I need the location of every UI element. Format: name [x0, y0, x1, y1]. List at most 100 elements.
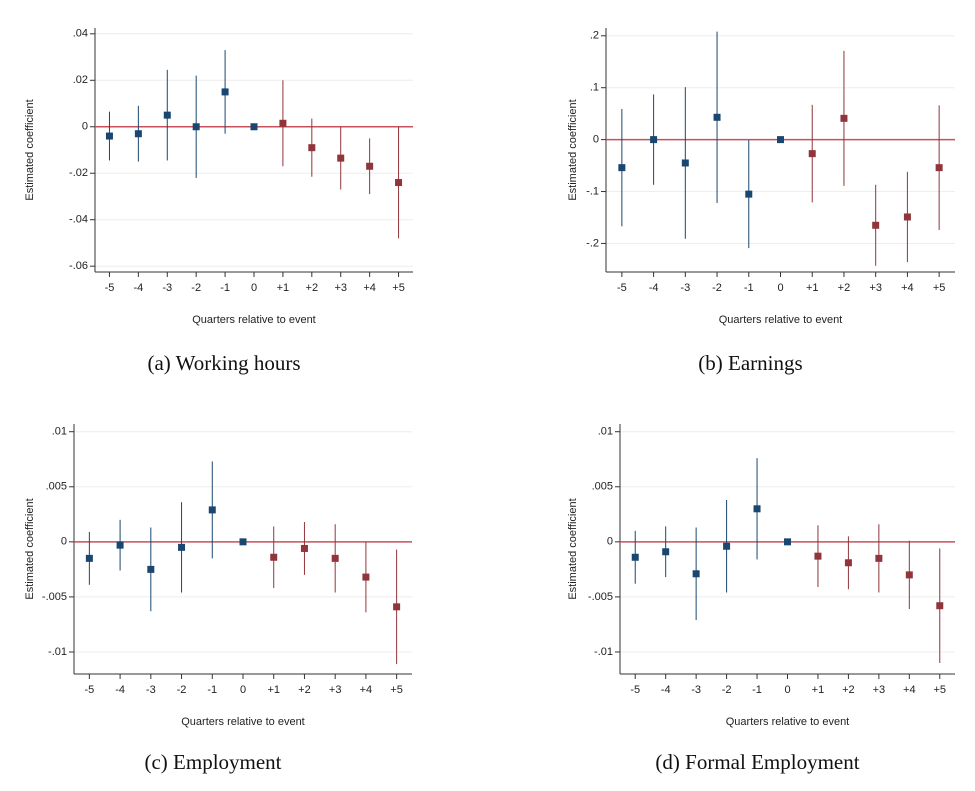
x-tick-label: -2 — [712, 282, 722, 294]
y-tick-label: .01 — [598, 426, 613, 438]
x-tick-label: -3 — [146, 684, 156, 696]
y-tick-label: -.04 — [69, 214, 88, 226]
x-tick-label: -3 — [162, 282, 172, 294]
y-tick-label: -.005 — [42, 591, 67, 603]
y-tick-label: .2 — [590, 30, 599, 42]
x-axis-title: Quarters relative to event — [719, 314, 843, 326]
x-tick-label: 0 — [251, 282, 257, 294]
point — [844, 559, 852, 567]
x-tick-label: +3 — [873, 684, 886, 696]
point — [208, 506, 216, 514]
point — [777, 136, 784, 144]
x-tick-label: -1 — [744, 282, 754, 294]
y-tick-label: -.01 — [594, 646, 613, 658]
caption: (c) Employment — [144, 750, 281, 774]
y-axis-title: Estimated coefficient — [24, 498, 36, 599]
x-tick-label: -3 — [691, 684, 701, 696]
y-tick-label: .005 — [46, 481, 67, 493]
y-tick-label: -.1 — [586, 185, 599, 197]
y-axis-title: Estimated coefficient — [567, 498, 579, 599]
y-tick-label: -.01 — [48, 646, 67, 658]
point — [650, 136, 658, 144]
x-tick-label: +1 — [267, 684, 280, 696]
y-tick-label: .005 — [592, 481, 613, 493]
x-tick-label: +3 — [329, 684, 342, 696]
point — [178, 543, 186, 551]
x-tick-label: +3 — [869, 282, 882, 294]
x-tick-label: +2 — [838, 282, 851, 294]
point — [784, 538, 791, 546]
point — [270, 553, 278, 561]
point — [393, 603, 401, 611]
y-tick-label: -.005 — [588, 591, 613, 603]
point — [753, 505, 761, 513]
x-tick-label: -5 — [630, 684, 640, 696]
point — [147, 565, 155, 573]
point — [331, 554, 339, 562]
point — [713, 113, 721, 121]
point — [85, 554, 93, 562]
x-tick-label: 0 — [777, 282, 783, 294]
x-tick-label: +5 — [933, 282, 946, 294]
y-tick-label: 0 — [61, 536, 67, 548]
y-tick-label: 0 — [82, 121, 88, 133]
y-tick-label: 0 — [607, 536, 613, 548]
x-tick-label: 0 — [784, 684, 790, 696]
point — [681, 159, 689, 167]
x-tick-label: -4 — [115, 684, 125, 696]
y-tick-label: -.02 — [69, 167, 88, 179]
point — [279, 119, 287, 127]
x-tick-label: +4 — [903, 684, 916, 696]
x-tick-label: +2 — [298, 684, 311, 696]
x-tick-label: +5 — [390, 684, 403, 696]
point — [745, 190, 753, 198]
point — [872, 221, 880, 229]
y-axis-title: Estimated coefficient — [567, 99, 579, 200]
point — [723, 542, 731, 550]
point — [134, 130, 142, 138]
caption: (a) Working hours — [147, 351, 300, 375]
x-tick-label: -5 — [105, 282, 115, 294]
x-tick-label: -2 — [191, 282, 201, 294]
point — [814, 552, 822, 560]
y-tick-label: 0 — [593, 134, 599, 146]
point — [662, 548, 670, 556]
point — [905, 571, 913, 579]
x-tick-label: -4 — [649, 282, 659, 294]
x-tick-label: -4 — [133, 282, 143, 294]
point — [362, 573, 370, 581]
point — [192, 123, 200, 131]
x-tick-label: +4 — [363, 282, 376, 294]
point — [239, 538, 247, 546]
x-tick-label: +1 — [277, 282, 290, 294]
y-tick-label: .01 — [52, 426, 67, 438]
point — [250, 123, 258, 131]
point — [875, 554, 883, 562]
y-tick-label: .04 — [73, 28, 88, 40]
x-tick-label: +5 — [933, 684, 946, 696]
x-tick-label: +3 — [334, 282, 347, 294]
x-tick-label: +1 — [812, 684, 825, 696]
x-tick-label: -3 — [680, 282, 690, 294]
caption: (d) Formal Employment — [655, 750, 859, 774]
x-tick-label: -5 — [617, 282, 627, 294]
x-tick-label: +4 — [901, 282, 914, 294]
point — [936, 602, 944, 610]
x-tick-label: -5 — [84, 684, 94, 696]
x-tick-label: +5 — [392, 282, 405, 294]
y-tick-label: .02 — [73, 74, 88, 86]
point — [935, 164, 943, 172]
x-tick-label: 0 — [240, 684, 246, 696]
point — [163, 111, 171, 119]
x-axis-title: Quarters relative to event — [181, 716, 305, 728]
y-axis-title: Estimated coefficient — [24, 99, 36, 200]
point — [105, 132, 113, 140]
point — [300, 544, 308, 552]
x-tick-label: -1 — [207, 684, 217, 696]
y-tick-label: -.2 — [586, 237, 599, 249]
point — [221, 88, 229, 96]
point — [618, 164, 626, 172]
caption: (b) Earnings — [698, 351, 802, 375]
x-tick-label: -1 — [220, 282, 230, 294]
